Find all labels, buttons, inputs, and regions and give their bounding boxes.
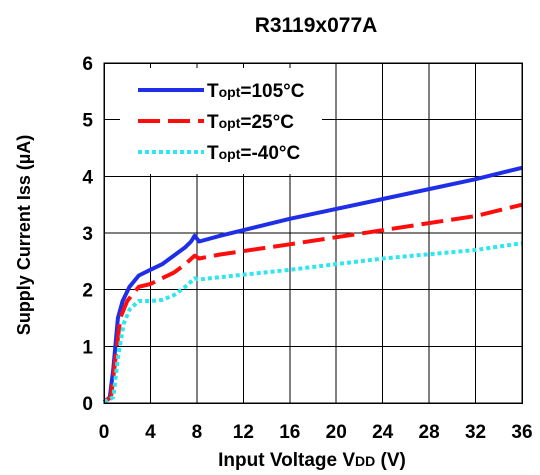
- chart-title: R3119x077A: [255, 14, 378, 37]
- x-tick-labels: 0 4 8 12 16 20 24 28 32 36: [99, 422, 533, 443]
- x-tick-label: 16: [279, 422, 300, 443]
- x-tick-label: 24: [372, 422, 394, 443]
- y-axis-label: Supply Current Iss (µA): [14, 135, 34, 335]
- plot-frame: [103, 62, 523, 404]
- y-tick-label: 5: [82, 111, 93, 132]
- y-tick-label: 2: [82, 281, 93, 302]
- x-tick-label: 28: [419, 422, 440, 443]
- legend-label-3: Topt=-40°C: [207, 143, 301, 164]
- x-tick-label: 36: [511, 422, 532, 443]
- x-tick-label: 20: [326, 422, 347, 443]
- y-tick-label: 4: [82, 167, 93, 188]
- y-tick-label: 1: [82, 337, 93, 358]
- legend-label-1: Topt=105°C: [207, 81, 305, 102]
- x-tick-label: 12: [233, 422, 254, 443]
- series-line-2: [102, 202, 523, 404]
- series-line-1: [102, 165, 523, 404]
- series-line-3: [103, 241, 523, 404]
- legend: Topt=105°C Topt=25°C Topt=-40°C: [138, 81, 305, 164]
- legend-label-2: Topt=25°C: [207, 112, 294, 133]
- y-tick-label: 6: [82, 54, 93, 75]
- x-tick-label: 0: [99, 422, 110, 443]
- x-tick-label: 8: [192, 422, 203, 443]
- y-tick-labels: 0 1 2 3 4 5 6: [82, 54, 93, 415]
- y-tick-label: 3: [82, 224, 93, 245]
- x-axis-label: Input Voltage VDD (V): [218, 450, 406, 471]
- series-layer: [102, 165, 523, 404]
- x-tick-label: 32: [465, 422, 486, 443]
- y-tick-label: 0: [82, 394, 93, 415]
- x-tick-label: 4: [145, 422, 156, 443]
